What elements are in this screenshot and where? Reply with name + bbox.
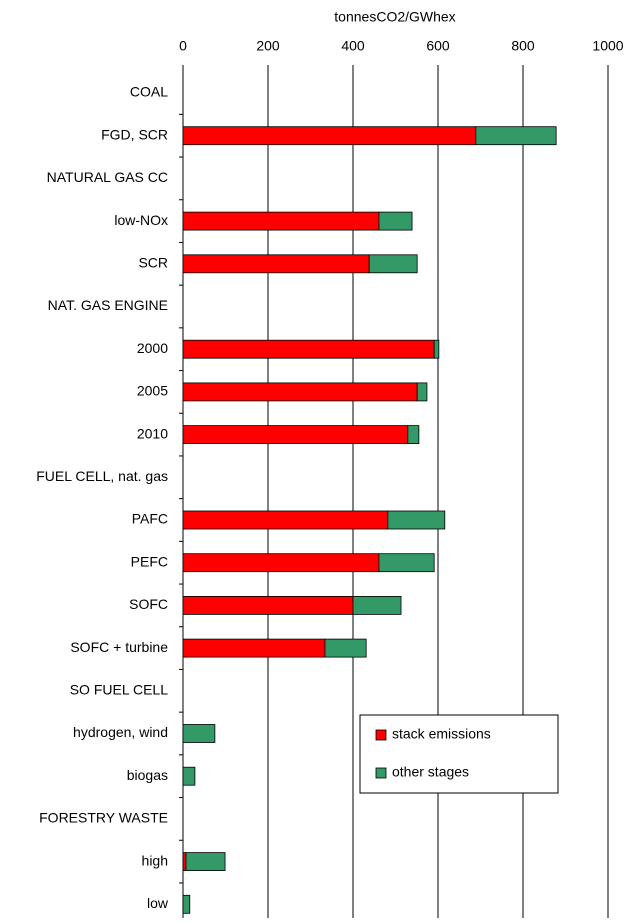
bar-segment <box>324 638 367 658</box>
bar-segment <box>433 339 440 359</box>
y-tick-label: 2010 <box>137 425 168 441</box>
legend-box <box>359 714 559 794</box>
y-tick-label: COAL <box>130 84 168 100</box>
bar-segment <box>407 425 420 445</box>
y-tick-label: 2005 <box>137 383 168 399</box>
bar-segment <box>182 510 389 530</box>
y-tick-label: NAT. GAS ENGINE <box>48 297 168 313</box>
bar-segment <box>387 510 446 530</box>
y-tick-label: biogas <box>127 767 168 783</box>
x-tick-label: 800 <box>511 38 535 54</box>
bar-segment <box>182 254 370 274</box>
y-tick-label: FORESTRY WASTE <box>39 810 168 826</box>
y-tick-label: FUEL CELL, nat. gas <box>36 468 168 484</box>
bar-segment <box>378 211 413 231</box>
y-tick-label: high <box>142 852 168 868</box>
bar-segment <box>182 724 216 743</box>
legend-swatch <box>375 767 387 779</box>
y-tick-label: low-NOx <box>114 212 168 228</box>
x-tick-label: 600 <box>426 38 450 54</box>
legend-label: other stages <box>392 764 469 780</box>
y-tick-label: 2000 <box>137 340 168 356</box>
bar-segment <box>182 596 354 615</box>
y-tick-label: low <box>147 895 169 911</box>
y-tick-label: hydrogen, wind <box>73 724 168 740</box>
legend-label: stack emissions <box>392 726 491 742</box>
y-tick-label: FGD, SCR <box>101 126 168 142</box>
bar-segment <box>182 894 191 914</box>
y-tick-label: PAFC <box>132 511 168 527</box>
y-tick-label: SO FUEL CELL <box>70 682 169 698</box>
bar-segment <box>182 382 418 402</box>
y-tick-label: SCR <box>138 255 168 271</box>
bar-segment <box>185 852 226 871</box>
bar-segment <box>416 382 428 402</box>
legend-swatch <box>375 729 387 741</box>
y-tick-label: PEFC <box>131 553 168 569</box>
bar-segment <box>182 211 380 231</box>
bar-segment <box>182 638 326 658</box>
bar-segment <box>368 254 418 274</box>
bar-segment <box>352 596 402 615</box>
bar-segment <box>182 553 380 573</box>
axis-title: tonnesCO2/GWhex <box>334 9 455 25</box>
bar-segment <box>182 339 435 359</box>
x-tick-label: 200 <box>256 38 280 54</box>
bar-segment <box>182 766 196 786</box>
bar-segment <box>378 553 435 573</box>
bar-segment <box>475 126 557 146</box>
y-tick-label: SOFC <box>129 596 168 612</box>
x-tick-label: 1000 <box>592 38 623 54</box>
y-tick-label: SOFC + turbine <box>70 639 168 655</box>
bar-segment <box>182 425 409 445</box>
bar-segment <box>182 126 477 146</box>
x-tick-label: 0 <box>179 38 187 54</box>
x-tick-label: 400 <box>341 38 365 54</box>
bar-segment <box>182 852 187 871</box>
y-tick-label: NATURAL GAS CC <box>47 169 168 185</box>
